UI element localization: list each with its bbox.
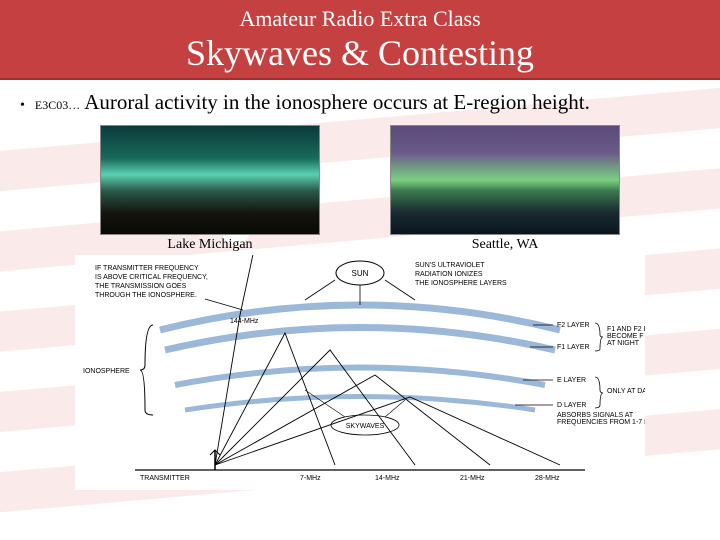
header-title: Skywaves & Contesting (0, 32, 720, 74)
photo-right: Seattle, WA (390, 125, 620, 253)
f-note1: F1 AND F2 LAYERS (607, 326, 645, 333)
d-note1: ABSORBS SIGNALS AT (557, 412, 634, 419)
bullet-text: Auroral activity in the ionosphere occur… (84, 90, 590, 114)
bullet-row: • E3C03… Auroral activity in the ionosph… (20, 90, 700, 115)
bullet-marker: • (20, 98, 25, 114)
photo-row: Lake Michigan Seattle, WA (20, 125, 700, 253)
d-label: D LAYER (557, 402, 586, 409)
crit-1: IF TRANSMITTER FREQUENCY (95, 265, 199, 272)
caption-left: Lake Michigan (100, 237, 320, 253)
e-label: E LAYER (557, 377, 586, 384)
ionosphere-diagram: SUN (75, 255, 645, 490)
content: • E3C03… Auroral activity in the ionosph… (0, 80, 720, 490)
crit-2: IS ABOVE CRITICAL FREQUENCY, (95, 274, 208, 281)
freq-28: 28-MHz (535, 475, 560, 482)
crit-4: THROUGH THE IONOSPHERE. (95, 292, 197, 299)
sun-label: SUN (352, 269, 369, 278)
question-code: E3C03… (35, 98, 80, 112)
skywaves-label: SKYWAVES (346, 423, 385, 430)
e-note: ONLY AT DAYTIME (607, 388, 645, 395)
f2-label: F2 LAYER (557, 322, 590, 329)
header: Amateur Radio Extra Class Skywaves & Con… (0, 0, 720, 80)
aurora-image-right (390, 125, 620, 235)
photo-left: Lake Michigan (100, 125, 320, 253)
sun-t1: SUN'S ULTRAVIOLET (415, 262, 485, 269)
crit-3: THE TRANSMISSION GOES (95, 283, 187, 290)
sun-t3: THE IONOSPHERE LAYERS (415, 280, 507, 287)
freq-14: 14-MHz (375, 475, 400, 482)
header-subtitle: Amateur Radio Extra Class (0, 6, 720, 32)
f-note2: BECOME F LAYER (607, 333, 645, 340)
f-note3: AT NIGHT (607, 340, 640, 347)
aurora-image-left (100, 125, 320, 235)
freq-144: 144-MHz (230, 318, 259, 325)
ionosphere-label: IONOSPHERE (83, 368, 130, 375)
d-note2: FREQUENCIES FROM 1-7 MHz (557, 419, 645, 426)
freq-21: 21-MHz (460, 475, 485, 482)
freq-7: 7-MHz (300, 475, 321, 482)
f1-label: F1 LAYER (557, 344, 590, 351)
caption-right: Seattle, WA (390, 237, 620, 253)
transmitter-label: TRANSMITTER (140, 475, 190, 482)
sun-t2: RADIATION IONIZES (415, 271, 483, 278)
